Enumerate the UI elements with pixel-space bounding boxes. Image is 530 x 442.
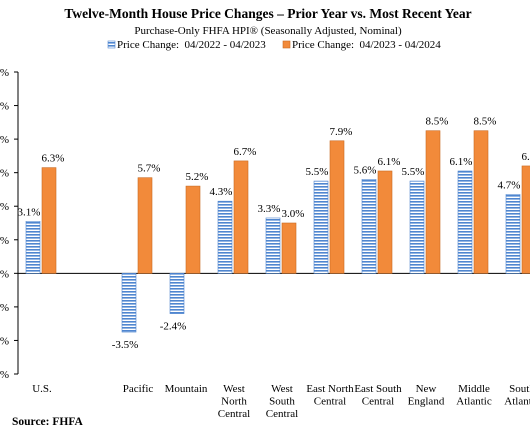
legend-swatch xyxy=(107,40,116,49)
y-tick-label: 2% xyxy=(0,235,9,247)
value-label: 3.0% xyxy=(282,208,305,220)
value-label: 8.5% xyxy=(474,116,497,128)
value-label: 5.2% xyxy=(186,171,209,183)
value-label: -3.5% xyxy=(112,339,139,351)
value-label: 5.5% xyxy=(402,166,425,178)
y-tick-label: -6% xyxy=(0,369,9,381)
value-label: 3.1% xyxy=(18,206,41,218)
bar xyxy=(313,180,329,274)
bar xyxy=(137,177,153,274)
source: Source: FHFA xyxy=(12,416,83,428)
y-tick-label: 10% xyxy=(0,101,9,113)
chart-title: Twelve-Month House Price Changes – Prior… xyxy=(64,6,471,21)
value-label: -2.4% xyxy=(160,321,187,333)
bar xyxy=(25,221,41,274)
bar xyxy=(41,167,57,274)
bar xyxy=(169,273,185,314)
value-label: 8.5% xyxy=(426,116,449,128)
x-tick-label: West North Central xyxy=(218,383,250,420)
x-tick-label: East South Central xyxy=(354,383,402,408)
value-label: 6.1% xyxy=(450,156,473,168)
value-label: 5.5% xyxy=(306,166,329,178)
bar xyxy=(185,185,201,274)
value-label: 3.3% xyxy=(258,203,281,215)
bar xyxy=(361,179,377,274)
bar xyxy=(233,160,249,274)
bar xyxy=(121,273,137,333)
bar xyxy=(281,222,297,274)
y-tick-label: 0% xyxy=(0,268,9,280)
value-label: 6.4% xyxy=(522,151,530,163)
x-tick-label: Mountain xyxy=(165,383,208,395)
x-tick-label: New England xyxy=(408,383,445,408)
value-label: 5.6% xyxy=(354,164,377,176)
bar xyxy=(217,200,233,274)
y-tick-label: -4% xyxy=(0,335,9,347)
value-label: 7.9% xyxy=(330,126,353,138)
bar xyxy=(473,130,489,274)
bar xyxy=(409,180,425,274)
y-tick-label: 12% xyxy=(0,67,9,79)
y-tick-label: 4% xyxy=(0,201,9,213)
x-tick-label: West South Central xyxy=(266,383,298,420)
bar xyxy=(457,170,473,274)
legend-swatch xyxy=(282,40,291,49)
x-tick-label: U.S. xyxy=(32,383,52,395)
chart-subtitle: Purchase-Only FHFA HPI® (Seasonally Adju… xyxy=(134,25,402,37)
bar xyxy=(505,194,521,274)
y-tick-label: -2% xyxy=(0,302,9,314)
legend-label: Price Change: 04/2022 - 04/2023 xyxy=(117,39,266,51)
value-label: 4.3% xyxy=(210,186,233,198)
y-tick-label: 8% xyxy=(0,134,9,146)
bar xyxy=(265,217,281,274)
bar xyxy=(521,165,530,274)
bar xyxy=(377,170,393,274)
x-tick-label: Middle Atlantic xyxy=(456,383,492,408)
value-label: 5.7% xyxy=(138,163,161,175)
value-label: 6.3% xyxy=(42,153,65,165)
y-tick-label: 6% xyxy=(0,168,9,180)
x-tick-label: East North Central xyxy=(306,383,354,408)
value-label: 4.7% xyxy=(498,179,521,191)
value-label: 6.7% xyxy=(234,146,257,158)
value-label: 6.1% xyxy=(378,156,401,168)
legend-label: Price Change: 04/2023 - 04/2024 xyxy=(292,39,441,51)
bar xyxy=(425,130,441,274)
x-tick-label: Pacific xyxy=(123,383,154,395)
x-tick-label: SouthAtlantic xyxy=(504,383,530,408)
bar xyxy=(329,140,345,274)
